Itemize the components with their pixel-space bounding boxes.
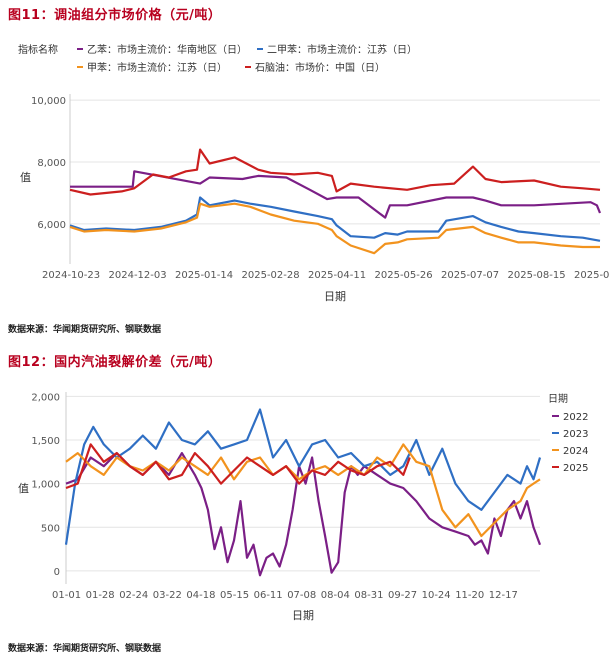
x-tick-label: 01-28: [86, 590, 115, 601]
legend-label: 二甲苯：市场主流价：江苏（日）: [267, 43, 417, 56]
x-tick-label: 08-31: [354, 590, 383, 601]
series-line: [69, 148, 601, 196]
series-line: [69, 196, 601, 242]
x-tick-label: 03-22: [153, 590, 182, 601]
legend-label: 2025: [563, 463, 588, 474]
x-tick-label: 05-15: [220, 590, 249, 601]
y-tick-label: 1,000: [31, 480, 60, 491]
x-tick-label: 12-17: [489, 590, 518, 601]
x-axis-label: 日期: [324, 290, 346, 303]
legend-label: 石脑油：市场价：中国（日）: [255, 61, 385, 74]
x-tick-label: 2025-04-11: [308, 270, 366, 281]
legend-label: 2023: [563, 429, 588, 440]
y-tick-label: 10,000: [31, 96, 66, 107]
x-tick-label: 2025-07-07: [441, 270, 499, 281]
chart-commodity-prices: 指标名称 乙苯：市场主流价：华南地区（日） 二甲苯：市场主流价：江苏（日） 甲苯：市场…: [18, 43, 609, 303]
y-axis-label: 值: [20, 171, 31, 184]
x-tick-label: 04-18: [186, 590, 215, 601]
x-tick-label: 2025-08-15: [508, 270, 566, 281]
legend-title: 指标名称: [18, 43, 58, 56]
y-tick-label: 8,000: [37, 158, 66, 169]
x-tick-label: 2024-10-23: [42, 270, 100, 281]
figure-title: 图11：调油组分市场价格（元/吨）: [8, 8, 222, 23]
data-source: 数据来源：华闻期货研究所、钢联数据: [8, 644, 162, 654]
x-tick-label: 2024-12-03: [109, 270, 167, 281]
x-tick-label: 2025-0: [574, 270, 609, 281]
figure-title: 图12：国内汽油裂解价差（元/吨）: [8, 355, 222, 370]
legend-label: 乙苯：市场主流价：华南地区（日）: [87, 43, 247, 56]
x-tick-label: 01-01: [52, 590, 81, 601]
y-tick-label: 1,500: [31, 436, 60, 447]
legend-label: 2022: [563, 412, 588, 423]
series-line: [64, 408, 542, 545]
data-source: 数据来源：华闻期货研究所、钢联数据: [8, 325, 162, 335]
x-tick-label: 2025-02-28: [242, 270, 300, 281]
x-tick-label: 2025-05-26: [375, 270, 433, 281]
x-tick-label: 06-11: [254, 590, 283, 601]
x-tick-label: 10-24: [422, 590, 451, 601]
x-axis-label: 日期: [292, 609, 314, 622]
x-tick-label: 02-24: [119, 590, 148, 601]
y-tick-label: 6,000: [37, 220, 66, 231]
series-line: [70, 170, 602, 219]
x-tick-label: 09-27: [388, 590, 417, 601]
series-line: [65, 451, 542, 577]
x-tick-label: 11-20: [455, 590, 484, 601]
series-line: [65, 443, 411, 490]
y-tick-label: 500: [41, 523, 60, 534]
legend-title: 日期: [548, 393, 568, 405]
x-tick-label: 08-04: [321, 590, 350, 601]
series-line: [69, 202, 600, 255]
y-tick-label: 0: [54, 567, 60, 578]
y-tick-label: 2,000: [31, 392, 60, 403]
legend-label: 甲苯：市场主流价：江苏（日）: [87, 61, 227, 74]
chart-gasoline-crack-spread: 0 500 1,000 1,500 2,000 01-01 01-28 02-24 03-22 0…: [18, 392, 588, 622]
x-tick-label: 07-08: [287, 590, 316, 601]
legend-label: 2024: [563, 446, 588, 457]
x-tick-label: 2025-01-14: [175, 270, 233, 281]
y-axis-label: 值: [18, 482, 29, 495]
